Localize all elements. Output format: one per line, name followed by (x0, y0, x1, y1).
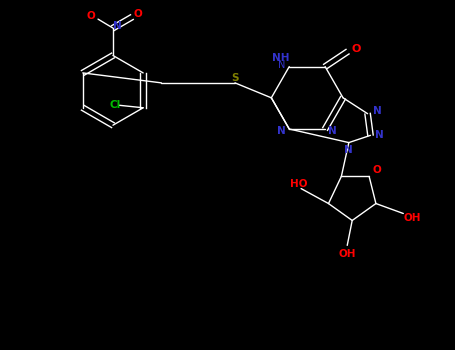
Text: NH: NH (272, 52, 289, 63)
Text: OH: OH (339, 249, 356, 259)
Text: O: O (133, 9, 142, 19)
Text: N: N (278, 60, 286, 70)
Text: S: S (231, 73, 239, 83)
Text: N: N (373, 106, 382, 116)
Text: N: N (344, 145, 353, 155)
Text: N: N (328, 126, 337, 136)
Text: N: N (375, 130, 384, 140)
Text: HO: HO (290, 178, 308, 189)
Text: O: O (86, 11, 96, 21)
Text: OH: OH (404, 214, 421, 224)
Text: Cl: Cl (110, 100, 121, 110)
Text: O: O (372, 166, 381, 175)
Text: O: O (352, 44, 361, 54)
Text: N: N (112, 21, 121, 30)
Text: N: N (278, 126, 286, 136)
